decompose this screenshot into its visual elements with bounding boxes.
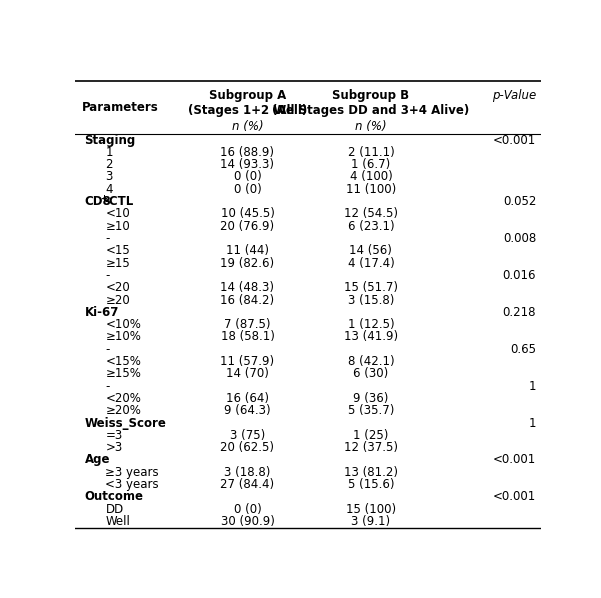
Text: 13 (81.2): 13 (81.2) xyxy=(344,466,398,479)
Text: -: - xyxy=(105,343,110,356)
Text: 3 (75): 3 (75) xyxy=(230,429,265,442)
Text: 1: 1 xyxy=(529,380,536,393)
Text: 1 (25): 1 (25) xyxy=(353,429,389,442)
Text: 15 (51.7): 15 (51.7) xyxy=(344,281,398,294)
Text: 15 (100): 15 (100) xyxy=(346,503,396,515)
Text: <3 years: <3 years xyxy=(105,478,159,491)
Text: 1: 1 xyxy=(529,417,536,429)
Text: 9 (36): 9 (36) xyxy=(353,392,389,405)
Text: 5 (35.7): 5 (35.7) xyxy=(348,404,394,417)
Text: ≥15: ≥15 xyxy=(105,257,130,270)
Text: n (%): n (%) xyxy=(355,120,386,133)
Text: <0.001: <0.001 xyxy=(493,490,536,504)
Text: Well: Well xyxy=(105,515,130,528)
Text: 11 (57.9): 11 (57.9) xyxy=(221,355,275,368)
Text: 13 (41.9): 13 (41.9) xyxy=(344,331,398,343)
Text: ≥10: ≥10 xyxy=(105,219,130,233)
Text: 5 (15.6): 5 (15.6) xyxy=(347,478,394,491)
Text: 1 (6.7): 1 (6.7) xyxy=(351,158,391,171)
Text: 27 (84.4): 27 (84.4) xyxy=(221,478,275,491)
Text: Outcome: Outcome xyxy=(84,490,144,504)
Text: <20: <20 xyxy=(105,281,130,294)
Text: -: - xyxy=(105,380,110,393)
Text: Age: Age xyxy=(84,453,110,466)
Text: 0 (0): 0 (0) xyxy=(234,183,261,196)
Text: ≥20: ≥20 xyxy=(105,294,130,307)
Text: p‑Value: p‑Value xyxy=(492,89,536,102)
Text: 4 (100): 4 (100) xyxy=(350,170,392,184)
Text: <15%: <15% xyxy=(105,355,141,368)
Text: 3 (9.1): 3 (9.1) xyxy=(352,515,391,528)
Text: Subgroup A: Subgroup A xyxy=(209,89,286,102)
Text: 11 (44): 11 (44) xyxy=(226,245,269,257)
Text: 0.65: 0.65 xyxy=(510,343,536,356)
Text: <10%: <10% xyxy=(105,318,141,331)
Text: 14 (48.3): 14 (48.3) xyxy=(221,281,275,294)
Text: 4 (17.4): 4 (17.4) xyxy=(347,257,394,270)
Text: 7 (87.5): 7 (87.5) xyxy=(224,318,270,331)
Text: 14 (93.3): 14 (93.3) xyxy=(221,158,275,171)
Text: 11 (100): 11 (100) xyxy=(346,183,396,196)
Text: 1: 1 xyxy=(105,146,113,159)
Text: <0.001: <0.001 xyxy=(493,453,536,466)
Text: <10: <10 xyxy=(105,208,130,221)
Text: ≥15%: ≥15% xyxy=(105,367,141,380)
Text: CD8: CD8 xyxy=(84,195,111,208)
Text: Weiss_Score: Weiss_Score xyxy=(84,417,166,429)
Text: <0.001: <0.001 xyxy=(493,133,536,147)
Text: 0.052: 0.052 xyxy=(503,195,536,208)
Text: 20 (62.5): 20 (62.5) xyxy=(221,441,275,454)
Text: 9 (64.3): 9 (64.3) xyxy=(224,404,271,417)
Text: ≥20%: ≥20% xyxy=(105,404,141,417)
Text: -CTL: -CTL xyxy=(104,195,133,208)
Text: (Stages 1+2 Well): (Stages 1+2 Well) xyxy=(188,105,307,117)
Text: 8 (42.1): 8 (42.1) xyxy=(347,355,394,368)
Text: Parameters: Parameters xyxy=(82,101,159,114)
Text: -: - xyxy=(105,232,110,245)
Text: 2: 2 xyxy=(105,158,113,171)
Text: Subgroup B: Subgroup B xyxy=(332,89,409,102)
Text: <15: <15 xyxy=(105,245,130,257)
Text: -: - xyxy=(105,269,110,282)
Text: 4: 4 xyxy=(105,183,113,196)
Text: 30 (90.9): 30 (90.9) xyxy=(221,515,275,528)
Text: 14 (56): 14 (56) xyxy=(349,245,392,257)
Text: Ki-67: Ki-67 xyxy=(84,306,119,319)
Text: 12 (54.5): 12 (54.5) xyxy=(344,208,398,221)
Text: (All Stages DD and 3+4 Alive): (All Stages DD and 3+4 Alive) xyxy=(272,105,469,117)
Text: 0.016: 0.016 xyxy=(503,269,536,282)
Text: 10 (45.5): 10 (45.5) xyxy=(221,208,275,221)
Text: n (%): n (%) xyxy=(231,120,263,133)
Text: 19 (82.6): 19 (82.6) xyxy=(221,257,275,270)
Text: 16 (64): 16 (64) xyxy=(226,392,269,405)
Text: Staging: Staging xyxy=(84,133,136,147)
Text: 14 (70): 14 (70) xyxy=(226,367,269,380)
Text: >3: >3 xyxy=(105,441,123,454)
Text: DD: DD xyxy=(105,503,124,515)
Text: +: + xyxy=(100,194,107,203)
Text: 0.218: 0.218 xyxy=(503,306,536,319)
Text: =3: =3 xyxy=(105,429,123,442)
Text: 6 (30): 6 (30) xyxy=(353,367,388,380)
Text: 3: 3 xyxy=(105,170,113,184)
Text: 0 (0): 0 (0) xyxy=(234,170,261,184)
Text: 2 (11.1): 2 (11.1) xyxy=(347,146,394,159)
Text: 18 (58.1): 18 (58.1) xyxy=(221,331,275,343)
Text: <20%: <20% xyxy=(105,392,141,405)
Text: 3 (18.8): 3 (18.8) xyxy=(224,466,270,479)
Text: 0.008: 0.008 xyxy=(503,232,536,245)
Text: ≥3 years: ≥3 years xyxy=(105,466,159,479)
Text: 16 (84.2): 16 (84.2) xyxy=(221,294,275,307)
Text: 3 (15.8): 3 (15.8) xyxy=(348,294,394,307)
Text: 12 (37.5): 12 (37.5) xyxy=(344,441,398,454)
Text: 20 (76.9): 20 (76.9) xyxy=(221,219,275,233)
Text: 1 (12.5): 1 (12.5) xyxy=(347,318,394,331)
Text: 0 (0): 0 (0) xyxy=(234,503,261,515)
Text: ≥10%: ≥10% xyxy=(105,331,141,343)
Text: 6 (23.1): 6 (23.1) xyxy=(347,219,394,233)
Text: 16 (88.9): 16 (88.9) xyxy=(221,146,275,159)
